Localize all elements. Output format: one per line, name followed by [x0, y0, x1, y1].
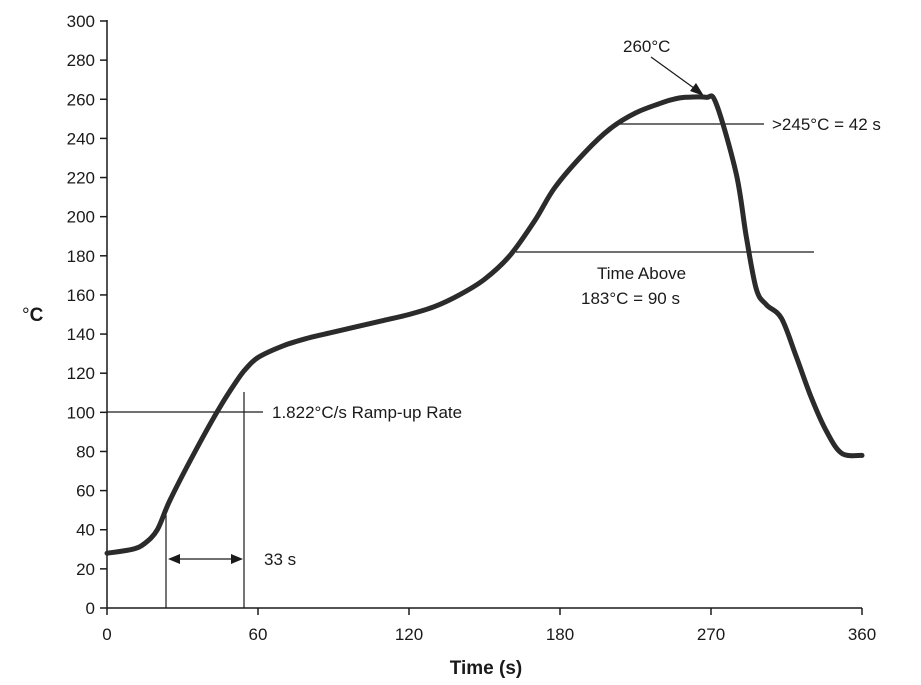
x-tick-label: 60 — [249, 625, 268, 644]
peak-pointer-line — [650, 56, 699, 92]
y-tick-label: 80 — [76, 442, 95, 461]
y-tick-label: 40 — [76, 521, 95, 540]
x-tick-label: 180 — [546, 625, 574, 644]
y-tick-label: 120 — [67, 364, 95, 383]
x-tick-label: 120 — [395, 625, 423, 644]
y-axis-title: °C — [22, 305, 44, 326]
y-ticks: 0 20 40 60 80 100 120 140 160 180 200 220 240 260 280 3… — [67, 12, 107, 618]
x-ticks: 0 60 120 180 270 360 — [102, 608, 876, 644]
peak-temp-label: 260°C — [623, 37, 670, 56]
y-tick-label: 200 — [67, 208, 95, 227]
above-245-label: >245°C = 42 s — [772, 115, 881, 134]
x-tick-label: 360 — [848, 625, 876, 644]
y-tick-label: 20 — [76, 560, 95, 579]
y-tick-label: 220 — [67, 169, 95, 188]
y-tick-label: 160 — [67, 286, 95, 305]
ramp-arrow-right — [231, 554, 243, 564]
y-tick-label: 240 — [67, 129, 95, 148]
x-tick-label: 0 — [102, 625, 111, 644]
y-tick-label: 140 — [67, 325, 95, 344]
ramp-arrow-left — [168, 554, 180, 564]
x-tick-label: 270 — [697, 625, 725, 644]
time-above-value-label: 183°C = 90 s — [581, 289, 680, 308]
y-tick-label: 0 — [86, 599, 95, 618]
y-tick-label: 180 — [67, 247, 95, 266]
y-tick-label: 280 — [67, 51, 95, 70]
ramp-rate-label: 1.822°C/s Ramp-up Rate — [272, 403, 462, 422]
ramp-duration-label: 33 s — [264, 550, 296, 569]
y-tick-label: 300 — [67, 12, 95, 31]
y-tick-label: 260 — [67, 90, 95, 109]
peak-pointer-arrowhead — [690, 83, 704, 96]
y-tick-label: 100 — [67, 403, 95, 422]
temperature-profile-line — [104, 93, 865, 556]
x-axis-title: Time (s) — [450, 658, 523, 679]
time-above-label: Time Above — [597, 264, 686, 283]
y-tick-label: 60 — [76, 482, 95, 501]
